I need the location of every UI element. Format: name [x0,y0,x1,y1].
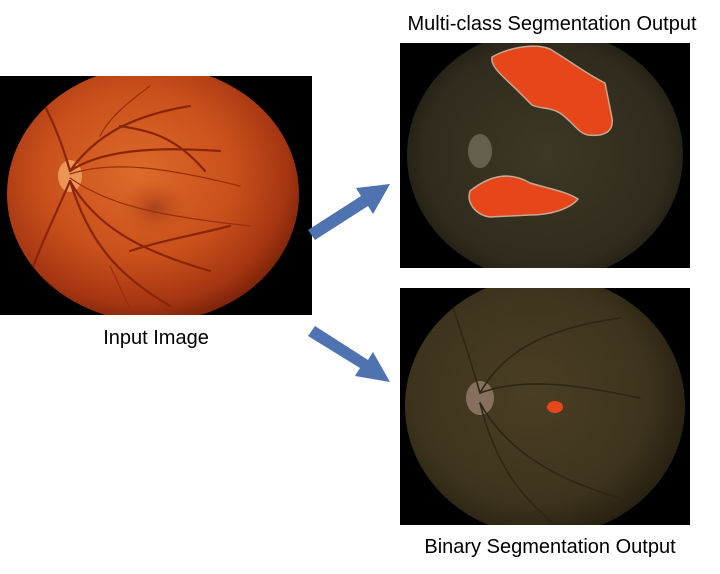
binary-output-label: Binary Segmentation Output [424,536,676,558]
binary-output-image [400,288,690,525]
multiclass-output-label: Multi-class Segmentation Output [407,13,697,35]
arrow-down-right-icon [308,326,390,382]
input-image [0,76,312,315]
multiclass-output-image [400,43,690,268]
input-image-label: Input Image [103,327,209,349]
arrow-up-right-icon [308,184,390,240]
